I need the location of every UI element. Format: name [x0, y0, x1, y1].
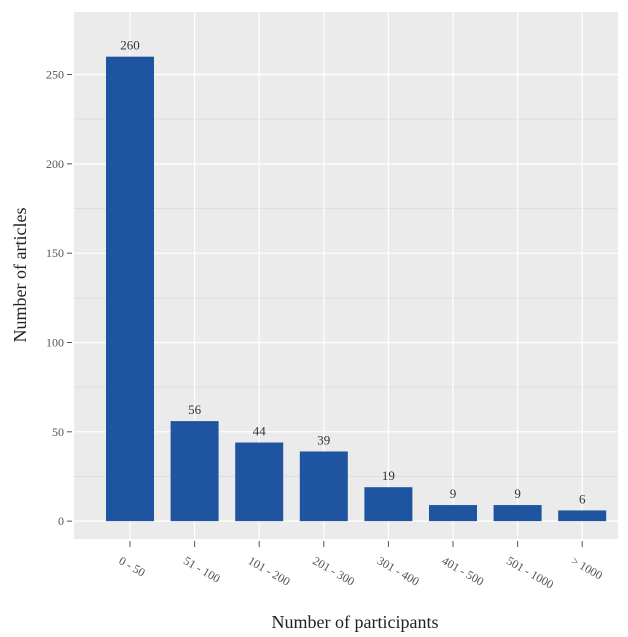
y-axis-title: Number of articles	[10, 208, 30, 343]
bar-value-label: 44	[253, 424, 267, 439]
y-axis: 0 50 100 150 200 250	[46, 68, 72, 528]
y-tick-label: 100	[46, 335, 64, 349]
bar	[106, 56, 154, 522]
y-tick-label: 200	[46, 157, 64, 171]
bar-value-label: 6	[579, 491, 586, 506]
bar-value-label: 9	[514, 486, 521, 501]
x-tick-label: 301 - 400	[375, 553, 422, 588]
x-axis-title: Number of participants	[272, 612, 439, 632]
bar	[235, 442, 284, 522]
y-tick-label: 0	[58, 514, 64, 528]
plot-panel	[74, 12, 618, 539]
data-labels: 260 56 44 39 19 9 9 6	[120, 38, 586, 507]
bar-value-label: 9	[450, 486, 457, 501]
bar	[558, 510, 607, 522]
gridlines	[74, 12, 618, 539]
x-tick-label: 501 - 1000	[504, 553, 556, 591]
x-tick-label: 51 - 100	[181, 553, 223, 585]
y-tick-label: 250	[46, 68, 64, 82]
x-tick-label: > 1000	[569, 553, 605, 582]
y-tick-label: 150	[46, 246, 64, 260]
x-axis: 0 - 50 51 - 100 101 - 200 201 - 300 301 - 40…	[117, 541, 605, 592]
bar-value-label: 260	[120, 38, 140, 53]
bar	[493, 505, 542, 522]
x-tick-label: 101 - 200	[246, 553, 293, 588]
y-tick-label: 50	[52, 425, 64, 439]
x-tick-label: 0 - 50	[117, 553, 148, 579]
x-tick-label: 201 - 300	[310, 553, 357, 588]
bar-value-label: 39	[317, 432, 330, 447]
bar	[299, 451, 348, 522]
bar-value-label: 56	[188, 402, 202, 417]
bar-value-label: 19	[382, 468, 395, 483]
bars	[106, 56, 607, 522]
x-tick-label: 401 - 500	[440, 553, 487, 588]
bar	[170, 421, 219, 522]
bar	[429, 505, 477, 522]
bar	[364, 487, 413, 522]
